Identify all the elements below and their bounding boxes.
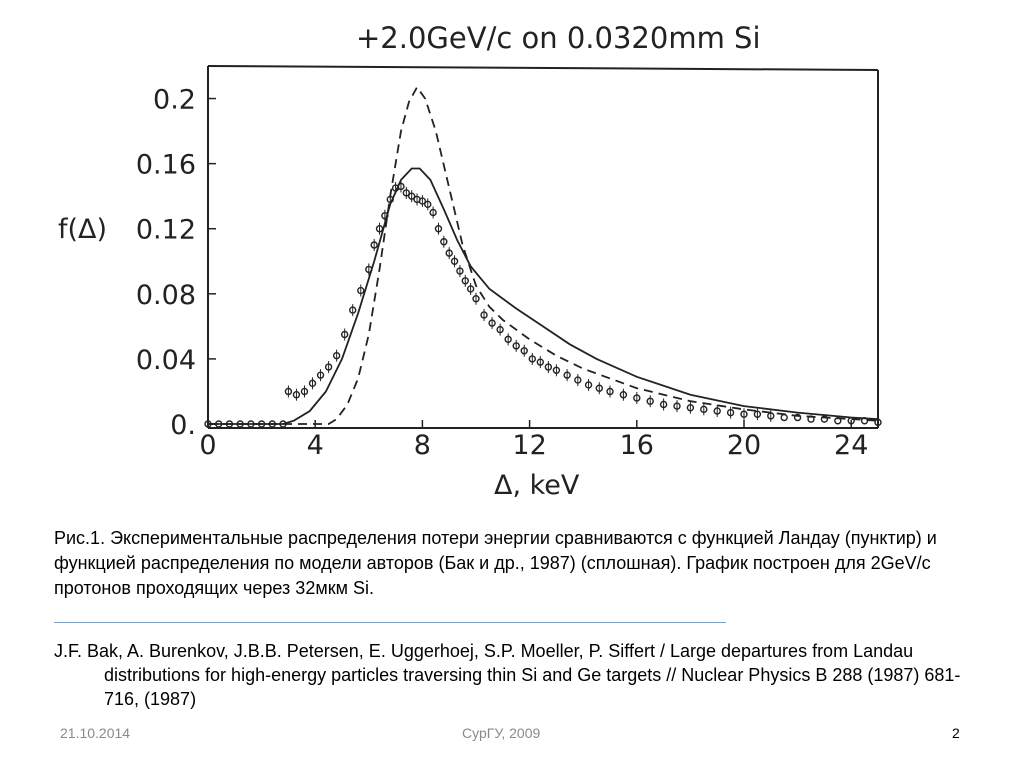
chart-title: +2.0GeV/c on 0.0320mm Si: [356, 21, 761, 55]
landau-dashed-line: [208, 85, 879, 425]
data-point: [225, 420, 234, 428]
x-tick-label: 12: [512, 430, 546, 461]
data-point: [834, 417, 842, 425]
x-tick-label: 8: [414, 430, 431, 461]
x-axis-label: Δ, keV: [494, 470, 580, 501]
figure-caption-text: Рис.1. Экспериментальные распределения п…: [54, 528, 937, 598]
y-axis-ticks: 0. 0.04 0.08 0.12 0.16 0.2: [136, 85, 216, 441]
x-tick-label: 20: [727, 430, 761, 461]
series-layer: [204, 85, 882, 428]
data-point: [236, 420, 244, 428]
data-point: [820, 415, 829, 423]
y-tick-label: 0.16: [136, 150, 196, 181]
data-point: [247, 420, 255, 428]
model-solid-line: [208, 167, 879, 425]
y-tick-label: 0.2: [153, 85, 196, 116]
plot-frame-top: [207, 65, 879, 71]
y-tick-label: 0.04: [136, 345, 196, 376]
x-tick-label: 4: [307, 430, 324, 461]
reference-text: J.F. Bak, A. Burenkov, J.B.B. Petersen, …: [54, 641, 961, 709]
data-point: [279, 420, 287, 428]
footer-date: 21.10.2014: [60, 725, 131, 741]
x-axis-ticks: 0 4 8 12 16 20 24: [199, 420, 868, 461]
y-tick-label: 0.08: [136, 280, 196, 311]
y-axis-label: f(Δ): [58, 214, 107, 245]
x-tick-label: 0: [199, 430, 216, 461]
data-point: [257, 420, 266, 428]
landau-chart: +2.0GeV/c on 0.0320mm Si 0.0.040.080.120…: [58, 21, 882, 501]
data-point: [860, 417, 869, 425]
footer-center: СурГУ, 2009: [462, 725, 541, 741]
data-point: [847, 417, 855, 425]
data-point: [807, 415, 815, 423]
data-point: [204, 420, 212, 428]
caption-divider: [54, 622, 726, 623]
figure-caption: Рис.1. Экспериментальные распределения п…: [54, 526, 954, 601]
x-tick-label: 24: [834, 430, 868, 461]
x-tick-label: 16: [620, 430, 654, 461]
data-point: [780, 413, 788, 422]
y-tick-label: 0.: [170, 410, 196, 441]
y-tick-label: 0.12: [136, 215, 196, 246]
data-point: [874, 418, 882, 427]
data-point: [215, 420, 223, 428]
data-point: [268, 420, 277, 428]
reference: J.F. Bak, A. Burenkov, J.B.B. Petersen, …: [54, 639, 974, 711]
data-point: [793, 413, 802, 422]
page-number: 2: [952, 725, 960, 741]
